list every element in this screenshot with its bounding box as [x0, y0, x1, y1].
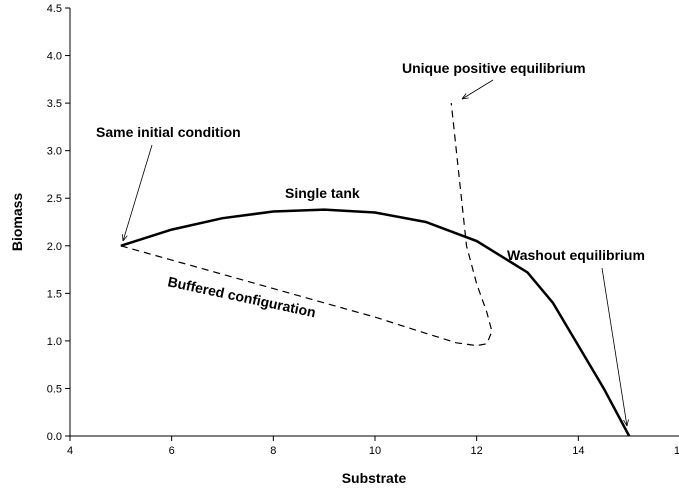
y-tick-label: 0.5 — [47, 383, 62, 395]
plot-frame — [69, 8, 679, 437]
annotation: Washout equilibrium — [507, 247, 645, 263]
x-tick-label: 14 — [572, 445, 584, 457]
annotation-arrow — [123, 144, 153, 241]
series-line — [120, 103, 493, 347]
y-tick-label: 3.0 — [47, 146, 62, 158]
x-tick-label: 12 — [471, 445, 483, 457]
annotation: Same initial condition — [96, 124, 241, 140]
y-tick-label: 4.0 — [47, 51, 62, 63]
x-tick-label: 16 — [674, 445, 679, 457]
y-tick-label: 0.0 — [47, 431, 62, 443]
y-tick-label: 1.0 — [47, 336, 62, 348]
series-line — [120, 208, 631, 437]
y-tick-label: 4.5 — [47, 3, 62, 15]
x-tick-label: 10 — [369, 445, 381, 457]
y-axis-label: Biomass — [9, 193, 25, 252]
y-tick-label: 2.5 — [47, 193, 62, 205]
x-axis-label: Substrate — [342, 470, 407, 486]
y-tick-label: 3.5 — [47, 98, 62, 110]
annotation: Unique positive equilibrium — [402, 60, 586, 76]
annotation-arrow — [601, 267, 627, 426]
y-tick-label: 2.0 — [47, 241, 62, 253]
series-label: Single tank — [285, 185, 360, 201]
x-tick-label: 6 — [169, 445, 175, 457]
x-tick-label: 8 — [270, 445, 276, 457]
y-tick-label: 1.5 — [47, 288, 62, 300]
x-tick-label: 4 — [67, 445, 73, 457]
annotation-arrow — [462, 79, 494, 99]
